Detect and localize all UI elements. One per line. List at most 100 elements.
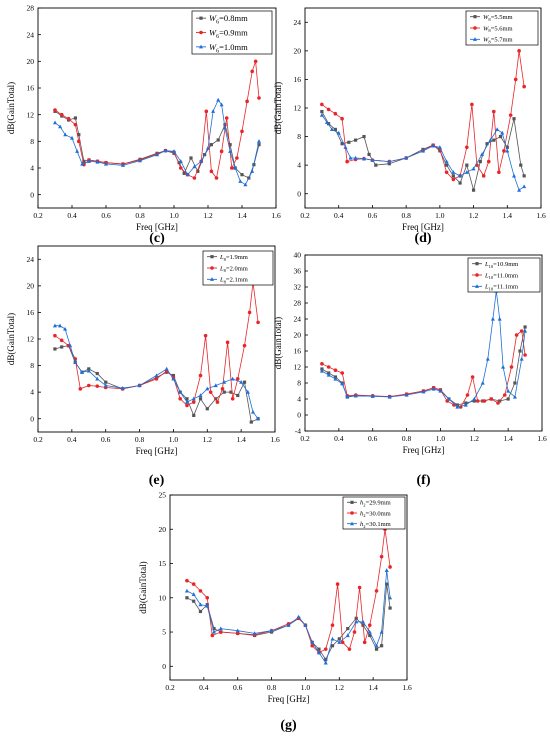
data-point	[438, 388, 443, 393]
data-point	[353, 393, 358, 398]
legend-swatch-marker	[473, 37, 477, 41]
data-point	[178, 396, 182, 401]
data-point	[230, 166, 234, 170]
data-point	[345, 159, 349, 164]
data-point	[95, 159, 100, 164]
data-point	[58, 124, 63, 129]
y-tick-label: 8	[30, 137, 34, 146]
data-point	[240, 173, 244, 177]
data-point	[80, 370, 85, 374]
data-point	[154, 377, 159, 381]
data-point	[465, 163, 469, 167]
data-point	[73, 360, 78, 364]
legend-label: W8=5.5mm	[483, 14, 513, 22]
data-point	[329, 127, 334, 132]
data-point	[80, 161, 85, 166]
data-point	[104, 161, 108, 166]
data-point	[209, 143, 213, 147]
legend-label: L8=2.0mm	[219, 265, 248, 273]
data-point	[362, 156, 366, 161]
plot-frame	[304, 254, 543, 432]
x-tick-label: 1.0	[436, 434, 446, 443]
series-line	[54, 325, 259, 419]
data-point	[324, 657, 328, 662]
data-point	[184, 399, 189, 404]
data-point	[120, 385, 125, 390]
data-point	[519, 329, 524, 333]
legend-swatch-marker	[475, 273, 479, 277]
y-tick-label: 10	[159, 593, 167, 602]
data-point	[485, 356, 490, 361]
data-point	[431, 143, 436, 148]
data-point	[206, 145, 210, 150]
data-point	[490, 316, 495, 321]
data-point	[215, 400, 220, 404]
legend-swatch-marker	[473, 26, 477, 30]
y-tick-label: 25	[159, 491, 167, 500]
data-point	[513, 381, 517, 385]
y-tick-label: 24	[294, 315, 302, 324]
data-point	[205, 603, 210, 608]
data-point	[185, 578, 189, 583]
data-point	[470, 102, 474, 107]
data-point	[444, 159, 449, 164]
data-point	[77, 139, 81, 144]
data-point	[185, 596, 189, 600]
x-tick-label: 0.2	[165, 683, 175, 692]
series-square	[320, 325, 527, 407]
data-point	[519, 163, 523, 167]
data-point	[239, 379, 244, 384]
data-point	[171, 373, 176, 378]
legend: L10=10.9mm L10=11.0mm L10=11.1mm	[467, 257, 541, 293]
x-axis-label: Freq [GHz]	[268, 694, 310, 704]
data-point	[502, 149, 506, 153]
data-point	[242, 380, 247, 384]
y-tick-label: 24	[27, 255, 35, 264]
data-point	[444, 170, 449, 175]
data-point	[335, 582, 340, 586]
data-point	[212, 627, 216, 631]
data-point	[82, 159, 86, 163]
data-point	[421, 389, 426, 394]
data-point	[212, 629, 217, 634]
x-tick-label: 1.2	[469, 211, 479, 220]
data-point	[326, 372, 331, 377]
data-point	[256, 320, 260, 325]
legend-swatch-marker	[473, 15, 477, 19]
data-point	[451, 177, 456, 182]
data-point	[219, 149, 224, 154]
data-point	[482, 399, 487, 403]
data-point	[384, 568, 389, 572]
data-point	[191, 400, 196, 404]
data-point	[324, 120, 329, 124]
data-point	[513, 77, 518, 82]
data-point	[196, 169, 200, 173]
data-point	[337, 637, 341, 641]
data-point	[104, 380, 108, 384]
data-point	[95, 376, 100, 381]
series-triangle	[52, 323, 261, 421]
data-point	[216, 97, 221, 102]
legend-swatch-marker	[210, 255, 214, 259]
data-point	[387, 159, 392, 164]
data-point	[388, 595, 393, 600]
data-point	[252, 631, 257, 636]
legend-swatch-marker	[350, 500, 354, 504]
data-point	[222, 379, 227, 384]
data-point	[465, 393, 470, 397]
data-point	[404, 392, 409, 397]
data-point	[191, 592, 196, 596]
x-tick-label: 0.6	[101, 435, 111, 444]
y-tick-label: 36	[294, 267, 302, 276]
data-point	[296, 614, 301, 619]
data-point	[224, 116, 229, 120]
data-point	[230, 376, 235, 381]
data-point	[497, 170, 501, 175]
data-point	[517, 187, 522, 192]
series-triangle	[53, 97, 261, 187]
plot-frame	[37, 7, 277, 209]
data-point	[336, 130, 341, 135]
x-axis-label: Freq [GHz]	[136, 446, 178, 456]
x-tick-label: 0.6	[368, 434, 378, 443]
y-tick-label: 15	[159, 559, 167, 568]
